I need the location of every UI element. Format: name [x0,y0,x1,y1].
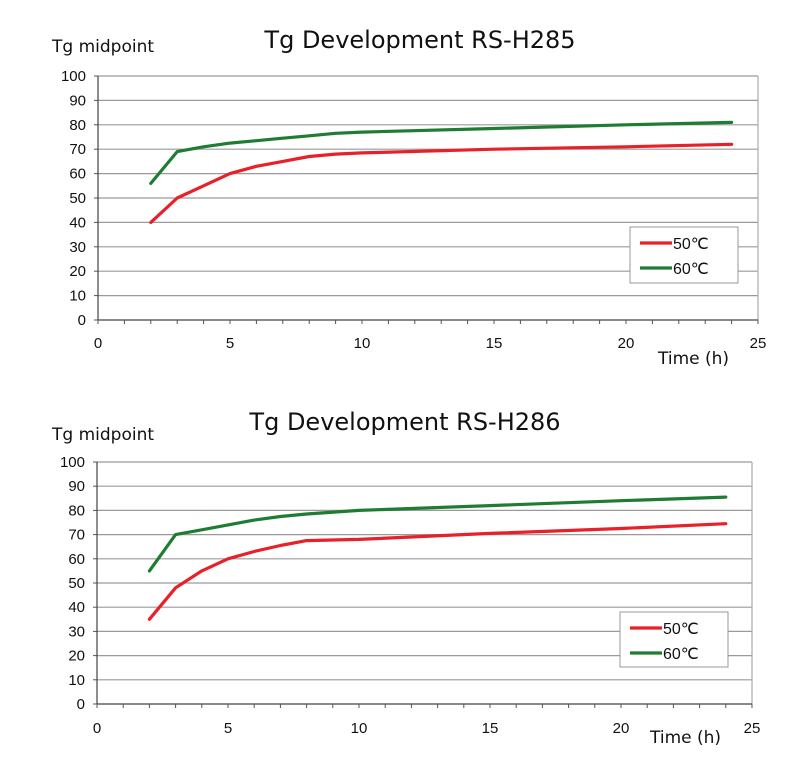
legend: 50℃60℃ [619,611,729,668]
legend-box [629,226,739,284]
legend: 50℃60℃ [629,226,739,284]
series-line-50c [147,522,728,621]
x-axis-label: Time (h) [649,728,721,748]
y-tick-label: 80 [68,502,85,519]
chart-title: Tg Development RS-H285 [263,26,575,54]
legend-label: 60℃ [663,646,699,663]
chart-title: Tg Development RS-H286 [248,408,560,436]
y-tick-label: 90 [68,478,85,495]
y-tick-label: 50 [69,190,86,207]
y-tick-label: 90 [69,92,86,109]
series-line-50c [149,142,734,224]
y-tick-label: 80 [69,117,86,134]
x-tick-label: 20 [618,335,635,352]
y-tick-label: 20 [68,648,85,665]
x-tick-label: 0 [94,335,102,352]
x-tick-label: 25 [750,335,767,352]
x-tick-label: 10 [351,720,368,737]
x-tick-label: 15 [482,720,499,737]
y-tick-label: 0 [78,312,86,329]
y-tick-label: 20 [69,263,86,280]
legend-label: 50℃ [663,621,699,638]
y-tick-label: 70 [68,527,85,544]
y-tick-label: 60 [68,551,85,568]
y-tick-label: 0 [77,696,85,713]
series-line-60c [147,495,728,573]
y-tick-label: 40 [68,599,85,616]
legend-box [619,611,729,668]
series-line-60c [149,120,734,185]
x-tick-label: 5 [226,335,234,352]
chart-2: Tg Development RS-H286 Tg midpoint 0 10 20 30… [51,408,760,748]
y-axis-label: Tg midpoint [51,37,154,57]
y-tick-label: 100 [61,68,86,85]
x-tick-label: 25 [744,720,761,737]
x-tick-label: 20 [613,720,630,737]
x-tick-label: 0 [93,720,101,737]
y-tick-label: 70 [69,141,86,158]
y-tick-label: 10 [68,672,85,689]
y-axis-label: Tg midpoint [51,425,154,445]
y-tick-label: 30 [68,623,85,640]
legend-label: 60℃ [673,261,709,278]
legend-label: 50℃ [673,236,709,253]
y-tick-label: 40 [69,214,86,231]
x-tick-label: 15 [486,335,503,352]
y-tick-label: 50 [68,575,85,592]
chart-1: Tg Development RS-H285 Tg midpoint 0 10 20 30… [51,26,766,369]
x-tick-label: 5 [224,720,232,737]
x-tick-label: 10 [354,335,371,352]
y-tick-label: 100 [60,454,85,471]
x-axis-label: Time (h) [657,349,729,369]
y-tick-label: 10 [69,288,86,305]
y-tick-label: 30 [69,239,86,256]
y-tick-label: 60 [69,166,86,183]
